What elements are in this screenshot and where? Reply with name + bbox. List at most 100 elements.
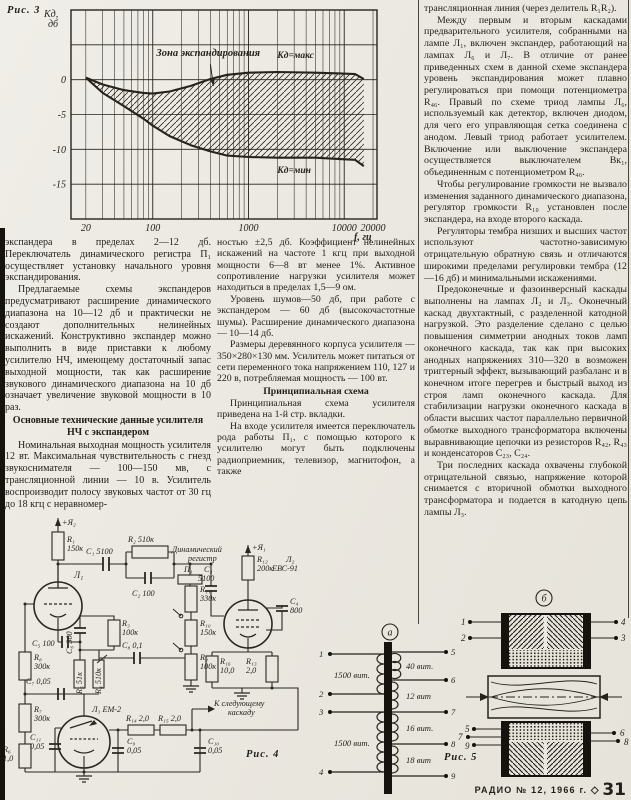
output-transformer-diagram: а 1 2 3 4 1500 вит. 1500 вит. 5 6 7 8 9 40 вит. 12 в…	[318, 623, 456, 794]
svg-text:10000: 10000	[332, 223, 357, 234]
diagram-a-tag: а	[388, 628, 393, 639]
tube-electrodes	[44, 564, 260, 754]
drawing-label: C₆ 300	[65, 631, 74, 654]
chart-plot-area: 20 100 1000 10000 20000 0 -5 -10 -15 Кд,дб f, гц Зо…	[43, 9, 386, 242]
paragraph: На входе усилителя имеется переключатель…	[217, 420, 415, 478]
junction-dots	[23, 562, 274, 774]
drawing-label: R₉ 100к	[199, 653, 216, 671]
svg-text:-10: -10	[53, 145, 66, 156]
figure5-caption: Рис. 5	[444, 752, 478, 763]
drawing-label: 16 вит.	[406, 723, 433, 733]
ground-symbols	[76, 685, 250, 783]
drawing-label: C₃ 5100	[198, 565, 214, 583]
amplifier-schematic: +Я₂ R₁ 150к Л₁ C₁ 5100 R₂ 510к C₂ 100 Динамичес…	[2, 518, 302, 783]
figure4-caption: Рис. 4	[246, 749, 280, 760]
drawing-label: R₁₀ 150к	[199, 619, 216, 637]
page-footer: РАДИО № 12, 1966 г. ◇ 31	[420, 780, 626, 800]
drawing-label: 8	[451, 739, 456, 749]
drawing-label: R₁₂ 200к	[256, 555, 273, 573]
drawing-label: 9	[465, 741, 470, 751]
paragraph: экспандера в пределах 2—12 дб. Переключа…	[5, 237, 211, 284]
drawing-label: R₄ 510к	[94, 668, 103, 695]
drawing-label: R₁₆ 10,0	[219, 657, 234, 675]
cross-section-labels: 1 2 4 3 579 68	[458, 617, 629, 751]
drawing-label: +Я₁	[252, 543, 266, 552]
text-column-middle: ностью ±2,5 дб. Коэффициент нелинейных и…	[217, 237, 415, 529]
drawing-label: 5	[451, 647, 456, 657]
svg-text:100: 100	[145, 223, 160, 234]
switch-taps	[96, 608, 184, 664]
drawing-label: C₁ 5100	[86, 547, 113, 556]
winding-cross-section-diagram: б	[458, 589, 629, 777]
paragraph: Между первым и вторым каскадами предвари…	[424, 14, 627, 179]
drawing-label: R₂ 510к	[127, 535, 154, 544]
diamond-icon: ◇	[590, 785, 599, 796]
paragraph: Регуляторы тембра низших и высших частот…	[424, 225, 627, 284]
drawing-label: Л₂ ЕВС-91	[271, 555, 298, 573]
drawing-label: 7	[458, 732, 463, 742]
terminal-leads	[468, 621, 618, 746]
svg-text:дб: дб	[48, 19, 59, 30]
drawing-label: 6	[451, 675, 456, 685]
terminal-dots	[466, 620, 620, 747]
drawing-label: 7	[451, 707, 456, 717]
drawing-label: R₅ 51к	[75, 672, 84, 695]
section-heading: Принципиальная схема	[263, 385, 369, 397]
scan-edge-artifact	[0, 228, 5, 800]
drawing-label: 18 вит	[406, 755, 431, 765]
drawing-label: Л₃ ЕМ-2	[91, 705, 121, 714]
drawing-label: R₈ 300к	[33, 653, 50, 671]
drawing-label: 1	[461, 617, 466, 627]
drawing-label: 2	[461, 633, 466, 643]
drawing-label: C₁₀ 0,05	[208, 737, 222, 755]
drawing-label: C₇ 0,05	[26, 677, 51, 686]
figure3-caption: Рис. 3	[7, 5, 41, 16]
svg-text:f, гц: f, гц	[354, 232, 372, 242]
drawing-label: R₃ 100к	[121, 619, 138, 637]
drawing-label: 8	[624, 737, 629, 747]
journal-title: РАДИО № 12, 1966 г.	[474, 785, 588, 795]
drawing-label: R₁₅ 2,0	[157, 714, 181, 723]
capacitor-symbols	[49, 557, 288, 754]
drawing-label: 4	[319, 767, 324, 777]
drawing-label: Л₁	[73, 570, 83, 580]
drawing-label: R₁ 150к	[66, 535, 83, 553]
drawing-label: 4	[621, 617, 626, 627]
drawing-label: 9	[451, 771, 456, 781]
text-column-left: экспандера в пределах 2—12 дб. Переключа…	[5, 237, 211, 521]
svg-text:20: 20	[81, 223, 91, 234]
paragraph: Предлагаемые схемы экспандеров предусмат…	[5, 284, 211, 414]
drawing-label: C₉ 0,05	[127, 737, 141, 755]
paragraph: Номинальная выходная мощность усилителя …	[5, 439, 211, 510]
svg-text:-5: -5	[58, 110, 66, 121]
core-cross-section	[466, 675, 622, 719]
svg-text:0: 0	[61, 75, 66, 86]
drawing-label: C₄ 800	[290, 597, 302, 615]
drawing-label: 3	[318, 707, 323, 717]
svg-text:20000: 20000	[361, 223, 386, 234]
paragraph: ностью ±2,5 дб. Коэффициент нелинейных и…	[217, 237, 415, 294]
drawing-label: 6	[620, 728, 625, 738]
windings	[330, 651, 446, 777]
transformer-labels: 1 2 3 4 1500 вит. 1500 вит. 5 6 7 8 9 40 вит. 12 вит…	[318, 647, 456, 781]
drawing-label: 1500 вит.	[334, 670, 370, 680]
paragraph: Принципиальная схема усилителя приведена…	[217, 398, 415, 421]
svg-text:Зона экспандирования: Зона экспандирования	[155, 48, 260, 59]
drawing-label: R₇ 300к	[33, 705, 50, 723]
drawing-label: C₁₁ 0,05	[30, 733, 44, 751]
drawing-label: C₈ 0,1	[122, 641, 143, 650]
drawing-label: R₁₃ 2,0	[245, 657, 257, 675]
drawing-label: C₂ 100	[132, 589, 155, 598]
drawing-label: 1500 вит.	[334, 738, 370, 748]
transformer-core	[384, 642, 392, 794]
svg-text:Кд=макс: Кд=макс	[276, 50, 314, 61]
drawing-label: 1	[319, 649, 323, 659]
drawing-label: +Я₂	[62, 518, 76, 527]
diagram-b-tag: б	[541, 594, 547, 605]
paragraph: Предоконечные и фазоинверсный каскады вы…	[424, 284, 627, 460]
drawing-label: 40 вит.	[406, 661, 433, 671]
drawing-label: C₅ 100	[32, 639, 55, 648]
tube-symbols	[33, 581, 273, 769]
drawing-label: R₁₁ 330к	[199, 585, 216, 603]
paragraph: Уровень шумов—50 дб, при работе с экспан…	[217, 293, 415, 339]
